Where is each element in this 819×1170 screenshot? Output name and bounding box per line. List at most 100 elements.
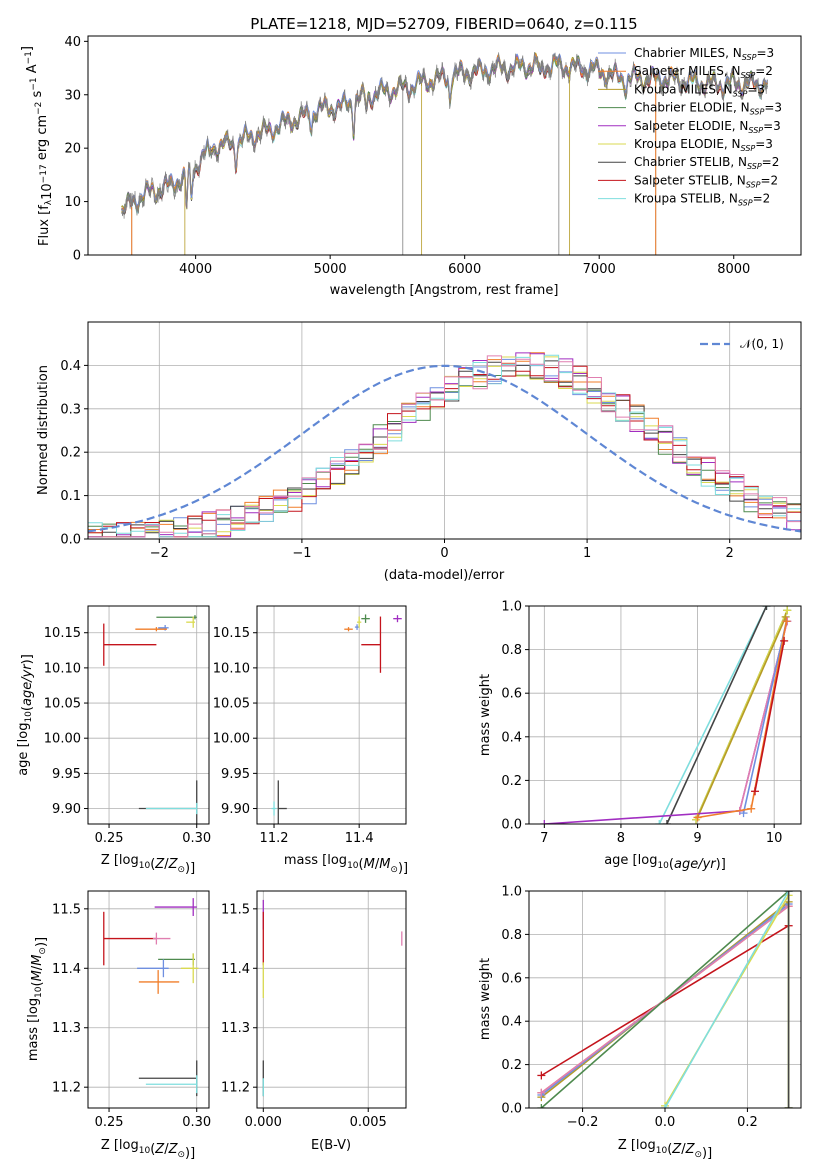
y-tick-label: 0.2 (501, 1058, 522, 1073)
legend-text: =3 (756, 46, 774, 60)
x-tick-label: 0.2 (737, 1115, 758, 1130)
x-tick-label: 5000 (314, 262, 347, 277)
y-tick-label: 0.4 (501, 1015, 522, 1030)
y-tick-label: 0.4 (60, 359, 81, 374)
x-axis-label: Z [log10(Z/Z⊙)] (618, 1138, 712, 1161)
axes-frame (87, 605, 210, 825)
label-part: / (375, 857, 380, 872)
label-part: −1 (29, 77, 39, 90)
legend-entry: Kroupa STELIB, NSSP=2 (634, 192, 770, 208)
y-tick-label: 11.4 (52, 962, 81, 977)
y-tick-label: 10.05 (213, 697, 250, 712)
label-part: 10 (24, 711, 34, 723)
label-part: / (164, 1142, 169, 1157)
x-tick-label: 11.4 (345, 831, 374, 846)
legend-text: Kroupa MILES, N (634, 82, 733, 96)
y-tick-label: 1.0 (501, 885, 522, 900)
label-part: ( (150, 857, 155, 872)
label-part: Z [log (101, 853, 139, 868)
y-tick-label: 0.8 (501, 643, 522, 658)
legend-text: =2 (755, 64, 773, 78)
label-part: ( (150, 1142, 155, 1157)
axes-frame (87, 890, 210, 1109)
axes-frame (528, 605, 802, 825)
legend-text: Salpeter MILES, N (634, 64, 741, 78)
mass-weight-line (540, 925, 790, 1077)
plot-area (537, 891, 793, 1108)
legend-subscript: SSP (750, 108, 765, 117)
label-part: M (30, 955, 45, 966)
label-part: 10 (657, 861, 669, 871)
x-tick-label: 8 (617, 831, 625, 846)
x-tick-label: 0.25 (95, 831, 124, 846)
histogram-step (88, 355, 801, 539)
label-part: 10 (139, 861, 151, 871)
label-part: M (379, 857, 390, 872)
plots: 4000 5000 6000 7000 8000010203040wavelength … (16, 35, 802, 1161)
label-part: )] (398, 861, 408, 876)
mass-weight-line (742, 621, 788, 814)
plot-area (103, 898, 199, 1097)
x-tick-label: 0.25 (95, 1115, 124, 1130)
plot-area (262, 899, 403, 1097)
label-part: )] (185, 1146, 195, 1161)
label-part: 10 (34, 986, 44, 998)
label-part: age/yr (674, 857, 717, 872)
label-part: −1 (24, 51, 34, 64)
legend-text: =2 (762, 155, 780, 169)
x-tick-label: −2 (150, 546, 169, 561)
y-axis-label: mass weight (478, 958, 493, 1040)
y-tick-label: 11.5 (52, 902, 81, 917)
label-part: 10 (656, 1146, 668, 1156)
y-axis-label: Normed distribution (36, 365, 51, 495)
label-part: mass [log (284, 853, 347, 868)
axes-frame (256, 890, 407, 1109)
x-axis-label: Z [log10(Z/Z⊙)] (101, 1138, 195, 1161)
x-tick-label: 0 (440, 546, 448, 561)
x-tick-label: 1 (583, 546, 591, 561)
x-tick-label: −0.2 (567, 1115, 599, 1130)
legend-text: Kroupa STELIB, N (634, 192, 738, 206)
axes-massweight_vs_Z: −0.2 0.0 0.20.00.20.40.60.81.0Z [log10(Z/Z… (478, 885, 802, 1161)
label-part: ( (667, 1142, 672, 1157)
x-tick-label: 0.30 (182, 1115, 211, 1130)
legend-text: Salpeter STELIB, N (634, 173, 746, 187)
y-tick-label: 10.10 (44, 661, 81, 676)
y-tick-label: 10.15 (213, 626, 250, 641)
legend-text: Salpeter ELODIE, N (634, 119, 748, 133)
label-part: Z (154, 1142, 165, 1157)
legend-text: =2 (760, 173, 778, 187)
label-part: Z (154, 857, 165, 872)
legend-text: =3 (747, 82, 765, 96)
x-axis-label: mass [log10(M/M⊙)] (284, 853, 408, 876)
x-axis-label: Z [log10(Z/Z⊙)] (101, 853, 195, 876)
label-part: 10 (40, 183, 55, 200)
legend-text: =3 (764, 101, 782, 115)
label-part: Z [log (101, 1138, 139, 1153)
y-tick-label: 20 (64, 142, 81, 157)
mass-weight-line (664, 891, 790, 1108)
label-part: M (30, 970, 45, 981)
y-tick-label: 0.6 (501, 687, 522, 702)
y-tick-label: 0.8 (501, 928, 522, 943)
plot-area (103, 615, 198, 824)
label-part: )] (702, 1146, 712, 1161)
y-axis-label: age [log10(age/yr)] (16, 654, 35, 776)
y-tick-label: 1.0 (501, 600, 522, 615)
legend-entry: Chabrier ELODIE, NSSP=3 (634, 101, 782, 117)
label-part: / (30, 965, 45, 970)
y-tick-label: 30 (64, 88, 81, 103)
x-tick-label: 4000 (179, 262, 212, 277)
x-tick-label: 0.0 (655, 1115, 676, 1130)
x-tick-label: 7 (540, 831, 548, 846)
label-part: 10 (139, 1146, 151, 1156)
plot-area (540, 606, 792, 824)
legend-entry: Kroupa MILES, NSSP=3 (634, 82, 765, 98)
axes-frame (87, 35, 802, 256)
label-part: / (681, 1142, 686, 1157)
axes-age_vs_Z: 0.25 0.30 9.90 9.95 10.00 10.05 10.10 10.15 Z [l… (16, 605, 211, 876)
y-tick-label: 0.1 (60, 489, 81, 504)
legend-entry: Salpeter ELODIE, NSSP=3 (634, 119, 781, 135)
